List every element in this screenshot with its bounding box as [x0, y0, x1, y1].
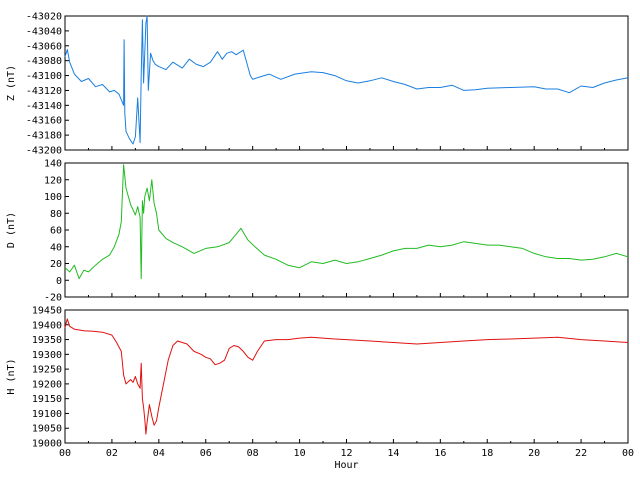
x-tick-label: 00	[622, 448, 634, 459]
y-tick-label-h: 19400	[32, 320, 62, 331]
series-line-d	[64, 164, 629, 280]
y-tick-label-d: 0	[56, 276, 62, 287]
x-tick-label: 20	[528, 448, 540, 459]
series-line-z	[64, 15, 629, 145]
x-tick-label: 16	[434, 448, 446, 459]
plot-frame-h	[64, 309, 629, 444]
y-tick-label-h: 19100	[32, 409, 62, 420]
y-tick-label-d: 100	[44, 192, 62, 203]
x-tick-label: 04	[153, 448, 165, 459]
panel-z: -43020 -43040 -43060 -43080 -43100 -43120 -431…	[6, 12, 629, 157]
y-tick-label-h: 19250	[32, 365, 62, 376]
plot-frame-d	[64, 162, 629, 298]
y-tick-label-z: -43060	[26, 41, 62, 52]
x-tick-label: 02	[106, 448, 118, 459]
y-tick-label-h: 19300	[32, 350, 62, 361]
y-tick-label-d: 20	[50, 259, 62, 270]
y-tick-label-d: 80	[50, 209, 62, 220]
y-tick-label-z: -43140	[26, 101, 62, 112]
y-tick-label-z: -43160	[26, 116, 62, 127]
y-tick-label-d: 60	[50, 226, 62, 237]
y-tick-label-z: -43180	[26, 131, 62, 142]
y-tick-label-h: 19050	[32, 424, 62, 435]
x-tick-label: 10	[294, 448, 306, 459]
x-tick-label: 22	[575, 448, 587, 459]
y-tick-label-z: -43100	[26, 71, 62, 82]
x-tick-label: 14	[387, 448, 399, 459]
panel-d: 140 120 100 80 60 40 20 0 -20 D (nT)	[6, 159, 629, 304]
plot-frame-z	[64, 15, 629, 151]
y-tick-label-z: -43080	[26, 56, 62, 67]
x-tick-label: 08	[247, 448, 259, 459]
x-axis-title: Hour	[334, 460, 358, 471]
y-axis-title-z: Z (nT)	[6, 65, 17, 101]
y-tick-label-h: 19200	[32, 379, 62, 390]
x-tick-label: 12	[340, 448, 352, 459]
y-axis-title-h: H (nT)	[6, 358, 17, 394]
y-axis-title-d: D (nT)	[6, 212, 17, 248]
y-tick-label-h: 19350	[32, 335, 62, 346]
x-tick-label: 00	[59, 448, 71, 459]
x-tick-label: 18	[481, 448, 493, 459]
y-tick-label-d: 140	[44, 159, 62, 170]
y-tick-label-z: -43120	[26, 86, 62, 97]
y-tick-label-z: -43020	[26, 12, 62, 23]
y-tick-label-z: -43040	[26, 26, 62, 37]
panel-h: 19450 19400 19350 19300 19250 19200 19150 19100…	[6, 306, 634, 472]
y-tick-label-h: 19150	[32, 394, 62, 405]
y-tick-label-d: 40	[50, 242, 62, 253]
y-tick-label-h: 19450	[32, 306, 62, 317]
y-tick-label-d: 120	[44, 175, 62, 186]
y-tick-label-d: -20	[44, 293, 62, 304]
series-line-h	[64, 318, 629, 435]
y-tick-label-z: -43200	[26, 146, 62, 157]
x-tick-label: 06	[200, 448, 212, 459]
y-tick-label-h: 19000	[32, 439, 62, 450]
